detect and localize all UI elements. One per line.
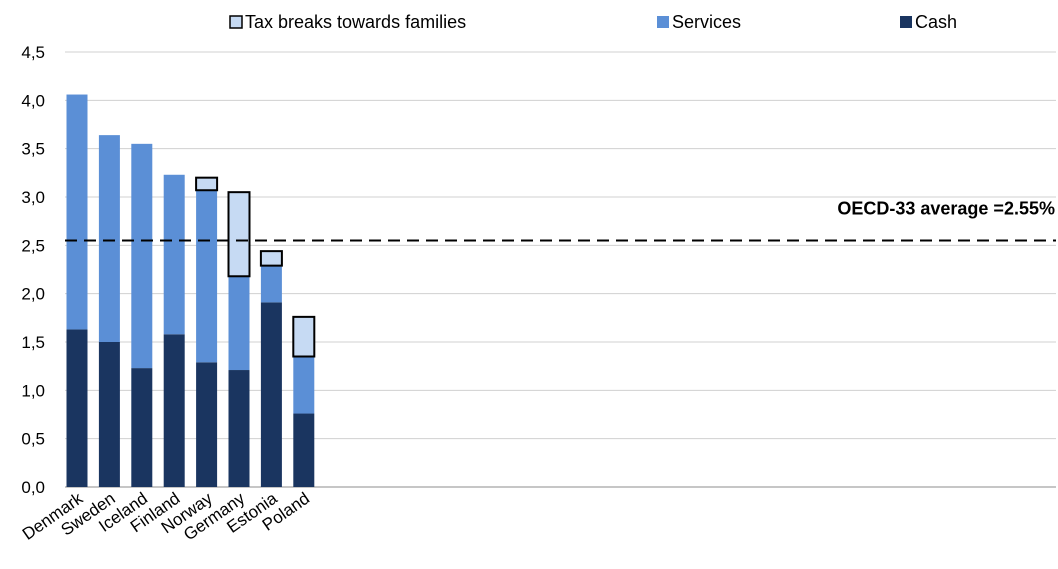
y-tick-label: 2,5 <box>21 236 45 255</box>
bar-cash <box>293 413 315 487</box>
y-tick-label: 1,0 <box>21 381 45 400</box>
bar-tax-breaks-towards-families <box>292 315 316 358</box>
bar-cash <box>131 368 153 487</box>
average-line-group: OECD-33 average =2.55% <box>65 199 1056 242</box>
bar-services <box>196 190 218 363</box>
y-tick-label: 4,5 <box>21 43 45 62</box>
y-axis: 0,0 0,5 1,0 1,5 2,0 2,5 3,0 3,5 4,0 4,5 <box>21 43 45 497</box>
y-tick-label: 2,0 <box>21 285 45 304</box>
bar-tax-breaks-towards-families <box>227 191 251 278</box>
y-tick-label: 4,0 <box>21 91 45 110</box>
x-axis: DenmarkSwedenIcelandFinlandNorwayGermany… <box>19 488 313 544</box>
y-tick-label: 3,0 <box>21 188 45 207</box>
bar-cash <box>260 302 282 487</box>
legend-swatch <box>900 16 912 28</box>
legend-swatch <box>229 15 243 29</box>
bar-cash <box>163 334 185 487</box>
legend-swatch <box>657 16 669 28</box>
y-tick-label: 3,5 <box>21 140 45 159</box>
bar-services <box>293 356 315 414</box>
bar-tax-breaks-towards-families <box>195 176 219 192</box>
legend: Tax breaks towards families Services Cash <box>229 12 957 32</box>
bar-services <box>260 265 282 303</box>
y-tick-label: 1,5 <box>21 333 45 352</box>
bar-cash <box>196 362 218 487</box>
y-tick-label: 0,5 <box>21 430 45 449</box>
bar-cash <box>228 370 250 487</box>
bar-services <box>228 276 250 371</box>
bar-services <box>163 174 185 335</box>
legend-label: Services <box>672 12 741 32</box>
bar-tax-breaks-towards-families <box>259 250 283 267</box>
bar-services <box>66 94 88 330</box>
y-tick-label: 0,0 <box>21 478 45 497</box>
bar-services <box>98 135 120 342</box>
legend-label: Cash <box>915 12 957 32</box>
bar-cash <box>66 329 88 487</box>
bars <box>66 94 316 487</box>
bar-services <box>131 143 153 369</box>
legend-label: Tax breaks towards families <box>245 12 466 32</box>
bar-cash <box>98 342 120 487</box>
average-label: OECD-33 average =2.55% <box>837 199 1055 219</box>
